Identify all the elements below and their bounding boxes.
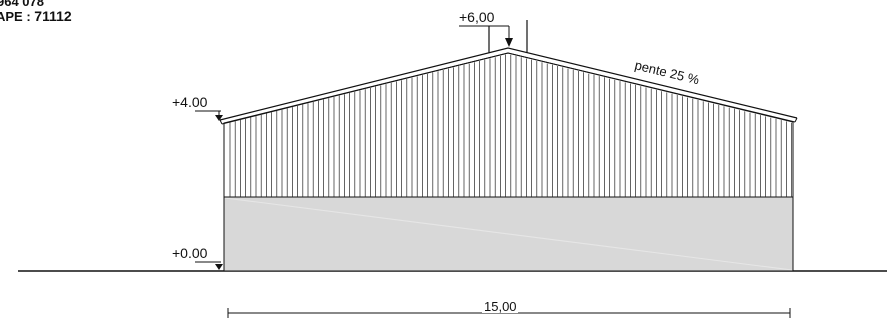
- cladding-gable: [223, 52, 794, 198]
- header-reference-number: 964 078: [0, 0, 44, 9]
- header-ape-code: APE : 71112: [0, 8, 72, 24]
- eave-level-arrowhead: [215, 115, 223, 121]
- base-wall-shading-line: [224, 197, 793, 271]
- width-dimension-label-bg: [482, 299, 518, 313]
- header-ape-prefix: APE :: [0, 9, 31, 24]
- ridge-level-label: +6,00: [459, 9, 495, 25]
- ridge-level-arrowhead: [505, 38, 513, 47]
- width-dimension-label: 15,00: [484, 299, 517, 314]
- roof-edge-inner: [221, 52, 796, 125]
- ground-level-arrowhead: [215, 264, 223, 270]
- eave-level-label: +4.00: [172, 94, 208, 110]
- cladding-vertical-lines: [229, 54, 792, 197]
- eave-left-cap: [219, 119, 223, 125]
- ground-level-label: +0.00: [172, 245, 208, 261]
- header-ape-value: 71112: [34, 8, 72, 24]
- roof-edge-outer: [219, 47, 798, 121]
- roof-slope-label: pente 25 %: [633, 57, 701, 87]
- eave-right-cap: [794, 117, 798, 123]
